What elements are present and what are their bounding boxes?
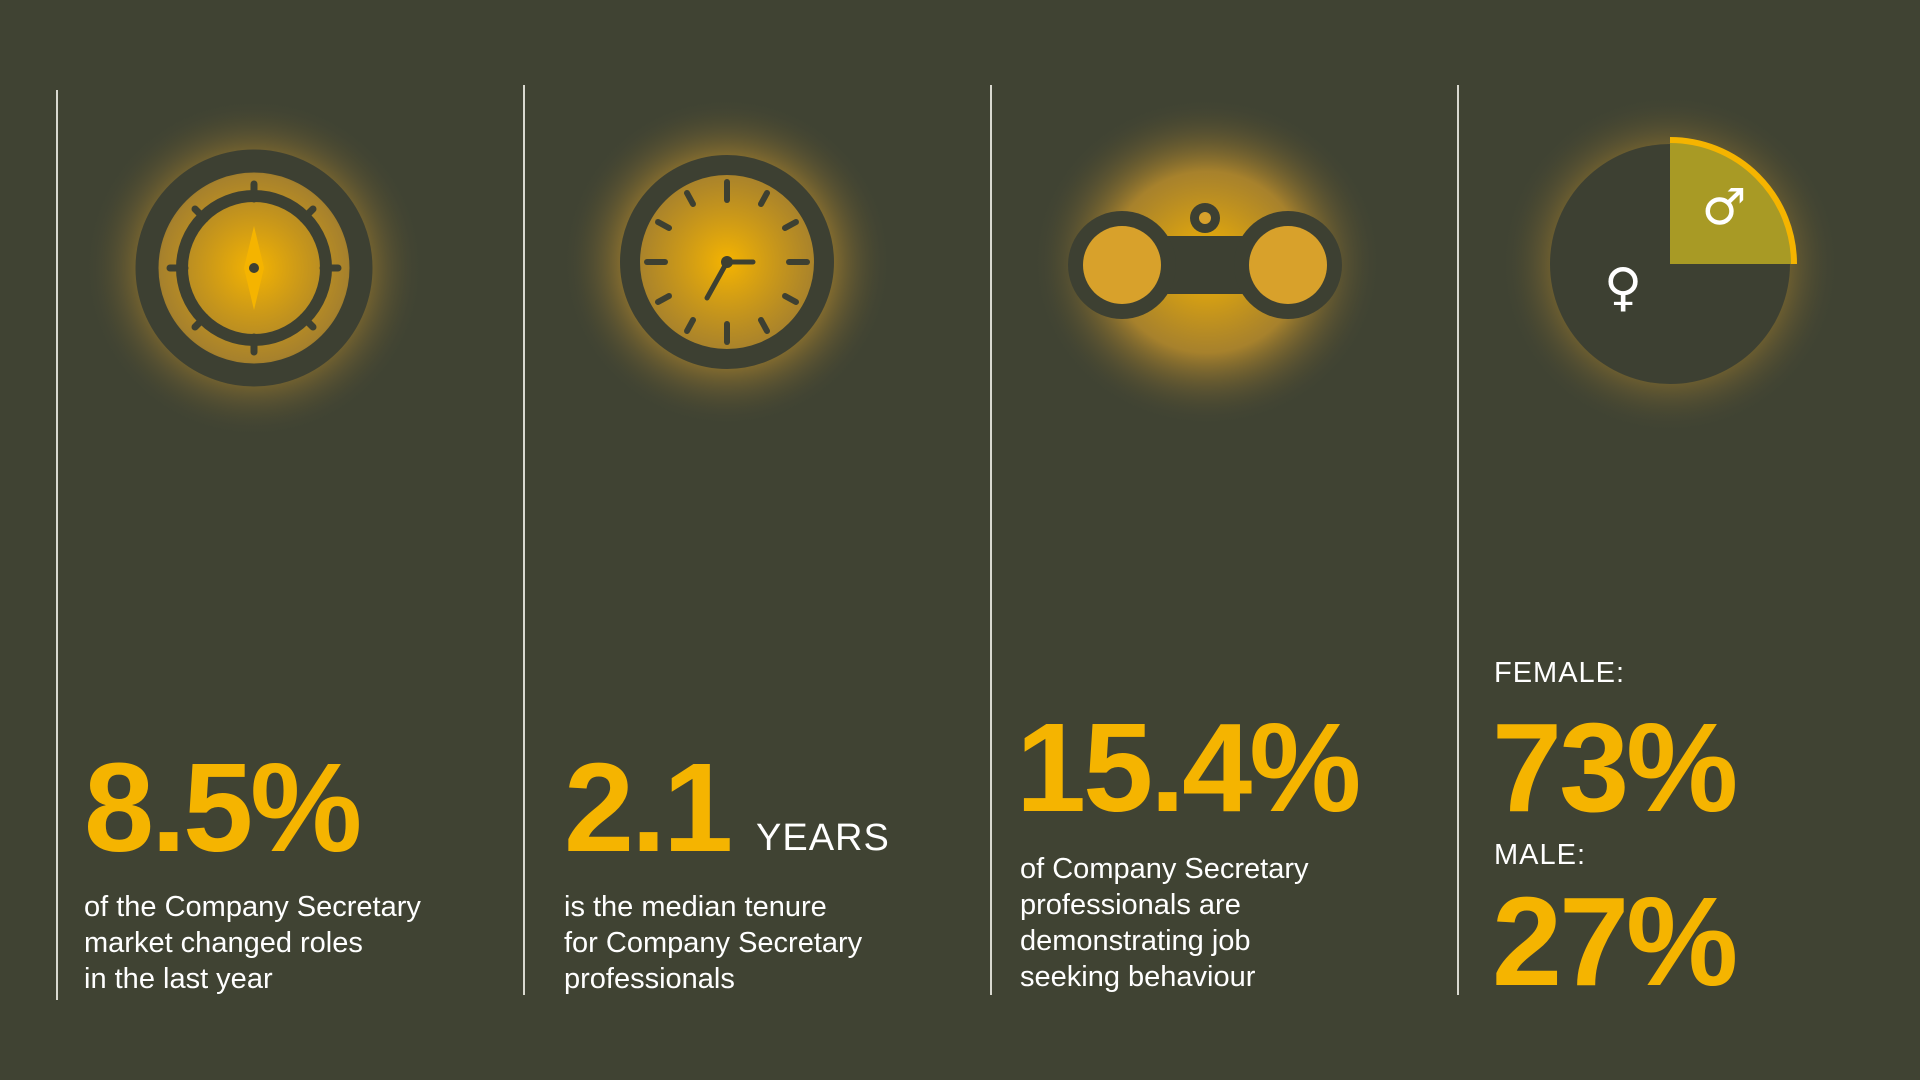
stat-value: 8.5% xyxy=(84,737,362,878)
column-divider xyxy=(990,85,992,995)
description-line: in the last year xyxy=(84,963,273,995)
stat-description: is the median tenure for Company Secreta… xyxy=(564,889,862,997)
male-symbol: ♂ xyxy=(1702,178,1747,236)
male-label: MALE: xyxy=(1494,839,1587,871)
stat-value: 2.1 xyxy=(564,737,733,878)
gender-pie-icon: ♂ ♀ xyxy=(1460,52,1880,472)
description-line: of Company Secretary xyxy=(1020,853,1309,885)
stat-description: of Company Secretary professionals are d… xyxy=(1020,851,1309,995)
column-divider xyxy=(523,85,525,995)
binoculars-icon xyxy=(997,52,1417,472)
description-line: market changed roles xyxy=(84,927,363,959)
description-line: of the Company Secretary xyxy=(84,891,421,923)
clock-icon xyxy=(517,52,937,472)
stat-unit: YEARS xyxy=(756,817,890,859)
description-line: demonstrating job xyxy=(1020,925,1251,957)
stat-value: 15.4% xyxy=(1016,697,1361,838)
female-symbol: ♀ xyxy=(1604,258,1642,318)
compass-icon xyxy=(44,58,464,478)
description-line: professionals xyxy=(564,963,735,995)
description-line: professionals are xyxy=(1020,889,1241,921)
stat-description: of the Company Secretary market changed … xyxy=(84,889,421,997)
female-label: FEMALE: xyxy=(1494,657,1626,689)
column-divider xyxy=(1457,85,1459,995)
description-line: is the median tenure xyxy=(564,891,827,923)
male-value: 27% xyxy=(1492,871,1738,1012)
column-divider xyxy=(56,90,58,1000)
description-line: for Company Secretary xyxy=(564,927,863,959)
female-value: 73% xyxy=(1492,697,1738,838)
description-line: seeking behaviour xyxy=(1020,961,1256,993)
